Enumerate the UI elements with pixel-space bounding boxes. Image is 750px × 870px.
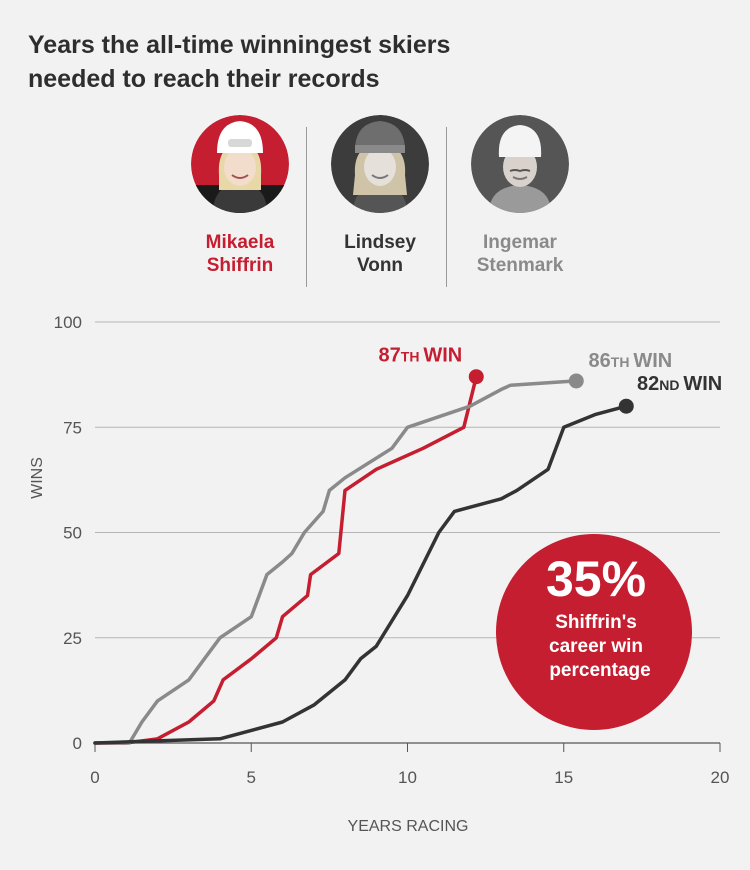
profile-first-name: Lindsey	[344, 232, 416, 253]
x-tick-label: 15	[554, 768, 573, 787]
series-end-marker	[468, 369, 484, 385]
y-axis-ticks: 0 25 50 75 100	[54, 313, 82, 753]
vonn-portrait-icon	[331, 115, 429, 213]
series-end-label: 87TH WIN	[379, 345, 463, 367]
y-tick-label: 50	[63, 524, 82, 543]
profile-name-stenmark: Ingemar Stenmark	[450, 231, 590, 277]
y-axis-label: WINS	[29, 457, 46, 499]
profile-last-name: Vonn	[356, 255, 404, 276]
series-end-label-number: 82	[637, 373, 659, 395]
y-tick-label: 25	[63, 629, 82, 648]
series-end-label-number: 87	[379, 345, 401, 367]
x-tick-label: 10	[398, 768, 417, 787]
series-end-label: 82ND WIN	[637, 373, 722, 395]
profile-first-name: Ingemar	[483, 232, 557, 253]
shiffrin-portrait-icon	[191, 115, 289, 213]
series-end-label-suffix: TH	[611, 354, 634, 370]
series-end-marker	[568, 373, 584, 389]
x-axis-ticks: 0 5 10 15 20	[90, 743, 729, 787]
chart-title-line-2: needed to reach their records	[28, 65, 380, 93]
callout-line-1: Shiffrin's	[555, 612, 637, 633]
profile-stenmark: Ingemar Stenmark	[450, 115, 590, 277]
series-end-label-suffix: TH	[401, 349, 424, 365]
profile-divider	[306, 127, 307, 287]
chart-title-line-1: Years the all-time winningest skiers	[28, 31, 451, 59]
series-line	[93, 374, 479, 745]
series-end-label-number: 86	[589, 350, 611, 372]
series-end-marker	[618, 398, 634, 414]
profile-shiffrin: Mikaela Shiffrin	[170, 115, 310, 277]
profile-first-name: Mikaela	[205, 232, 275, 253]
profile-last-name: Stenmark	[476, 255, 564, 276]
x-tick-label: 0	[90, 768, 99, 787]
series-end-label-suffix: ND	[659, 377, 683, 393]
series-line	[93, 404, 629, 745]
x-tick-label: 5	[247, 768, 256, 787]
series-end-label: 86TH WIN	[589, 350, 673, 372]
profile-vonn: Lindsey Vonn	[310, 115, 450, 277]
skier-profiles: Mikaela Shiffrin Lindsey Vonn	[170, 115, 590, 295]
y-tick-label: 75	[63, 418, 82, 437]
series-line	[93, 379, 579, 745]
callout-value: 35%	[546, 551, 646, 607]
profile-name-shiffrin: Mikaela Shiffrin	[170, 231, 310, 277]
profile-last-name: Shiffrin	[206, 255, 274, 276]
profile-divider	[446, 127, 447, 287]
profile-name-vonn: Lindsey Vonn	[310, 231, 450, 277]
callout-line-2: career win	[549, 636, 643, 657]
callout-line-3: percentage	[549, 660, 650, 681]
series-end-label-word: WIN	[423, 345, 462, 367]
y-tick-label: 100	[54, 313, 82, 332]
series-end-label-word: WIN	[633, 350, 672, 372]
y-tick-label: 0	[73, 734, 82, 753]
callout-circle	[496, 534, 692, 730]
series-end-label-word: WIN	[683, 373, 722, 395]
x-axis-label: YEARS RACING	[348, 818, 469, 835]
win-percentage-callout: 35% Shiffrin's career win percentage	[496, 534, 692, 730]
stenmark-portrait-icon	[471, 115, 569, 213]
x-tick-label: 20	[711, 768, 730, 787]
chart-title: Years the all-time winningest skiers nee…	[28, 28, 588, 96]
